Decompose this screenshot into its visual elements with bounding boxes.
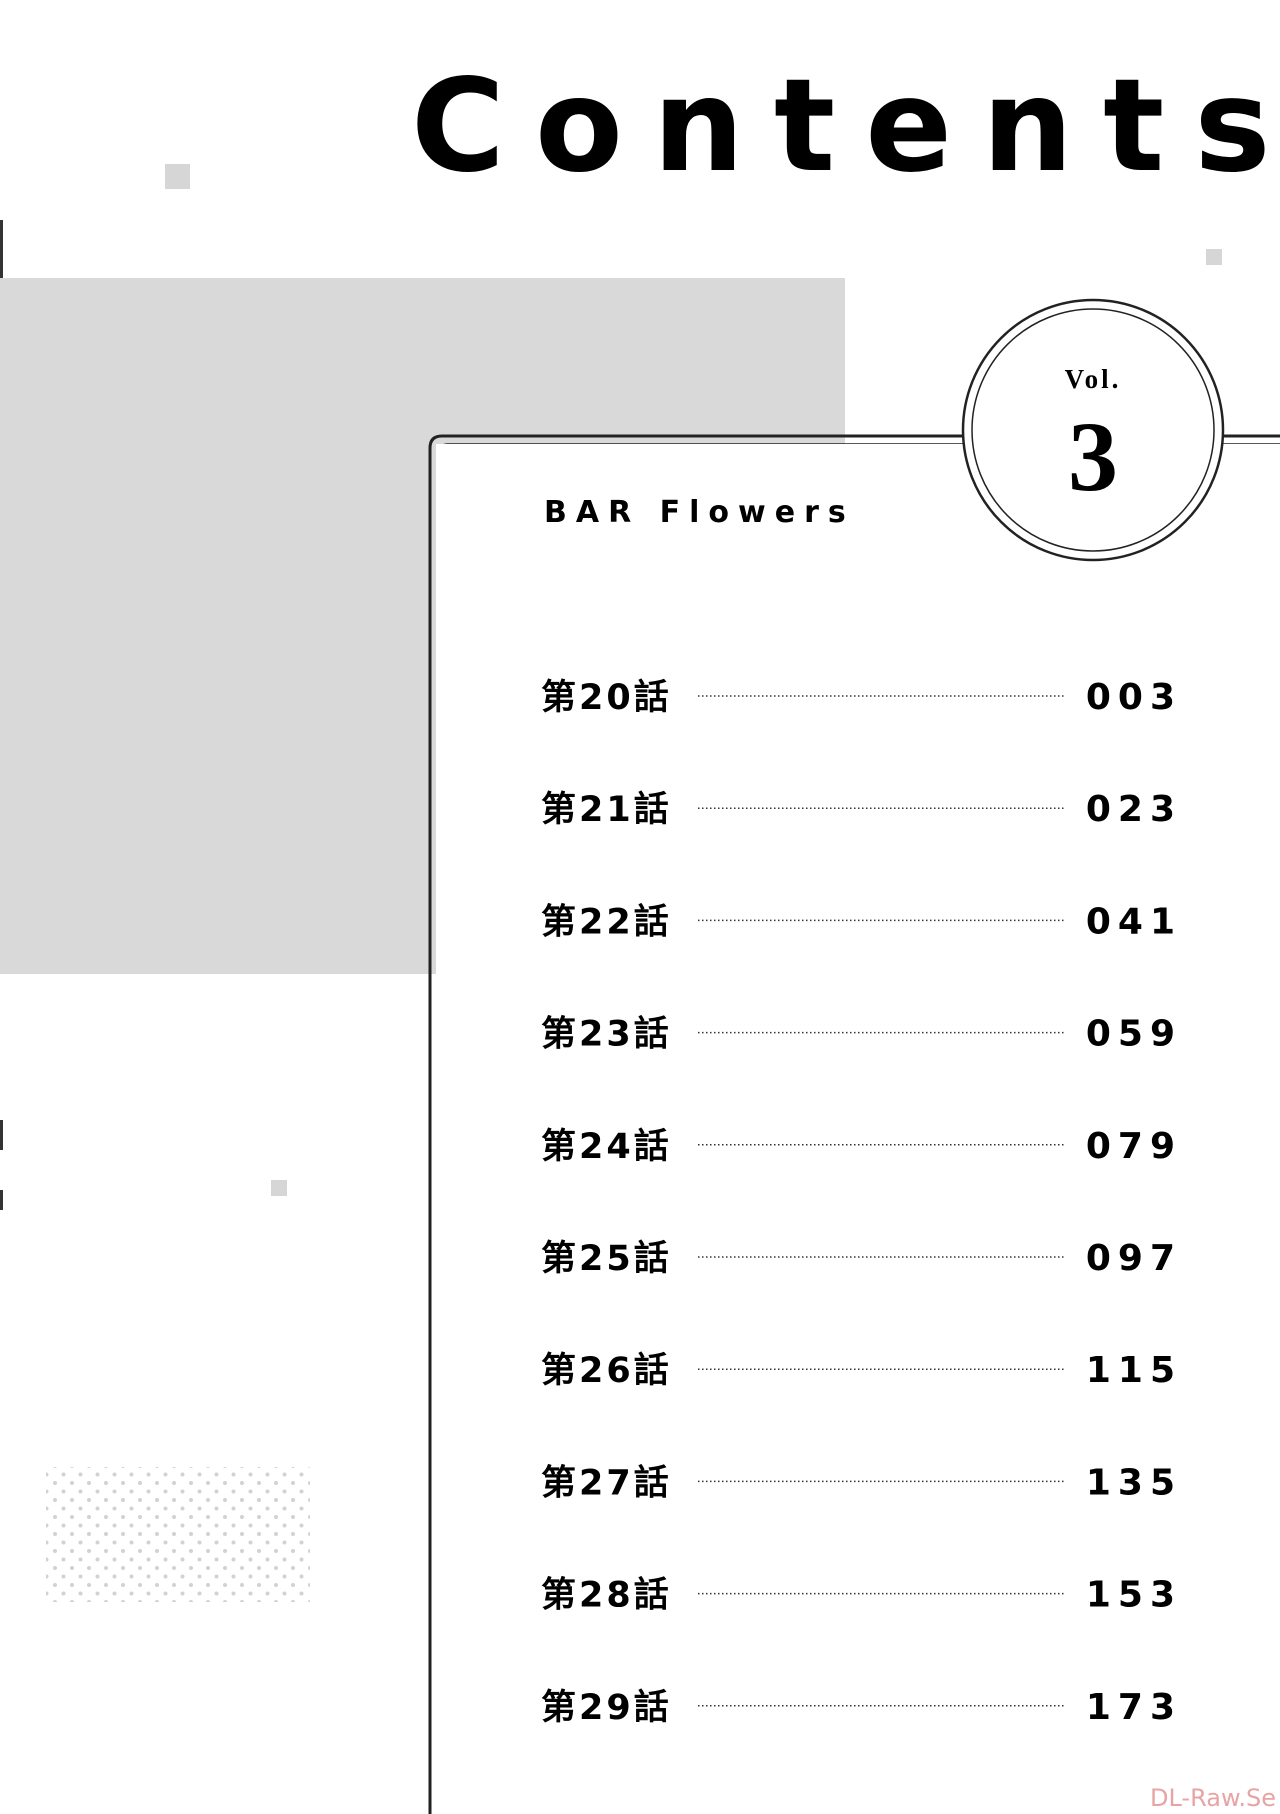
chapter: 第23話 <box>541 1015 672 1055</box>
chapter: 第22話 <box>541 902 672 942</box>
vol-circle <box>961 298 1225 562</box>
page-number: 023 <box>1086 789 1182 830</box>
page-number: 173 <box>1086 1687 1182 1728</box>
page-number: 135 <box>1086 1462 1182 1503</box>
square <box>1206 249 1222 265</box>
frame-inner <box>436 444 1280 1814</box>
chapter: 第27話 <box>541 1463 672 1503</box>
chapter: 第21話 <box>541 790 672 830</box>
series-name: BAR Flowers <box>544 495 855 530</box>
page-number: 041 <box>1086 901 1182 942</box>
page-number: 003 <box>1086 677 1182 718</box>
dot-pattern <box>46 1467 310 1602</box>
chapter: 第29話 <box>541 1688 672 1728</box>
volume-number: 3 <box>1068 401 1118 512</box>
square <box>271 1180 287 1196</box>
title: Contents <box>411 52 1280 201</box>
watermark: DL-Raw.Se <box>1150 1784 1276 1812</box>
chapter: 第25話 <box>541 1239 672 1279</box>
chapter: 第26話 <box>541 1351 672 1391</box>
chapter: 第28話 <box>541 1576 672 1616</box>
chapter: 第24話 <box>541 1127 672 1167</box>
page-number: 097 <box>1086 1238 1182 1279</box>
page-number: 059 <box>1086 1014 1182 1055</box>
page-number: 153 <box>1086 1575 1182 1616</box>
volume-label: Vol. <box>1065 364 1122 394</box>
edge-mark <box>0 220 3 278</box>
chapter: 第20話 <box>541 678 672 718</box>
page-number: 079 <box>1086 1126 1182 1167</box>
vol-circle-inner <box>971 308 1215 552</box>
edge-mark <box>0 1190 3 1210</box>
edge-mark <box>0 1120 3 1150</box>
entries: 第20話 003 第21話 023 第22話 041 第23話 059 第24話 079 第25話 0… <box>541 677 1182 1728</box>
page-number: 115 <box>1086 1350 1182 1391</box>
square <box>165 164 190 189</box>
